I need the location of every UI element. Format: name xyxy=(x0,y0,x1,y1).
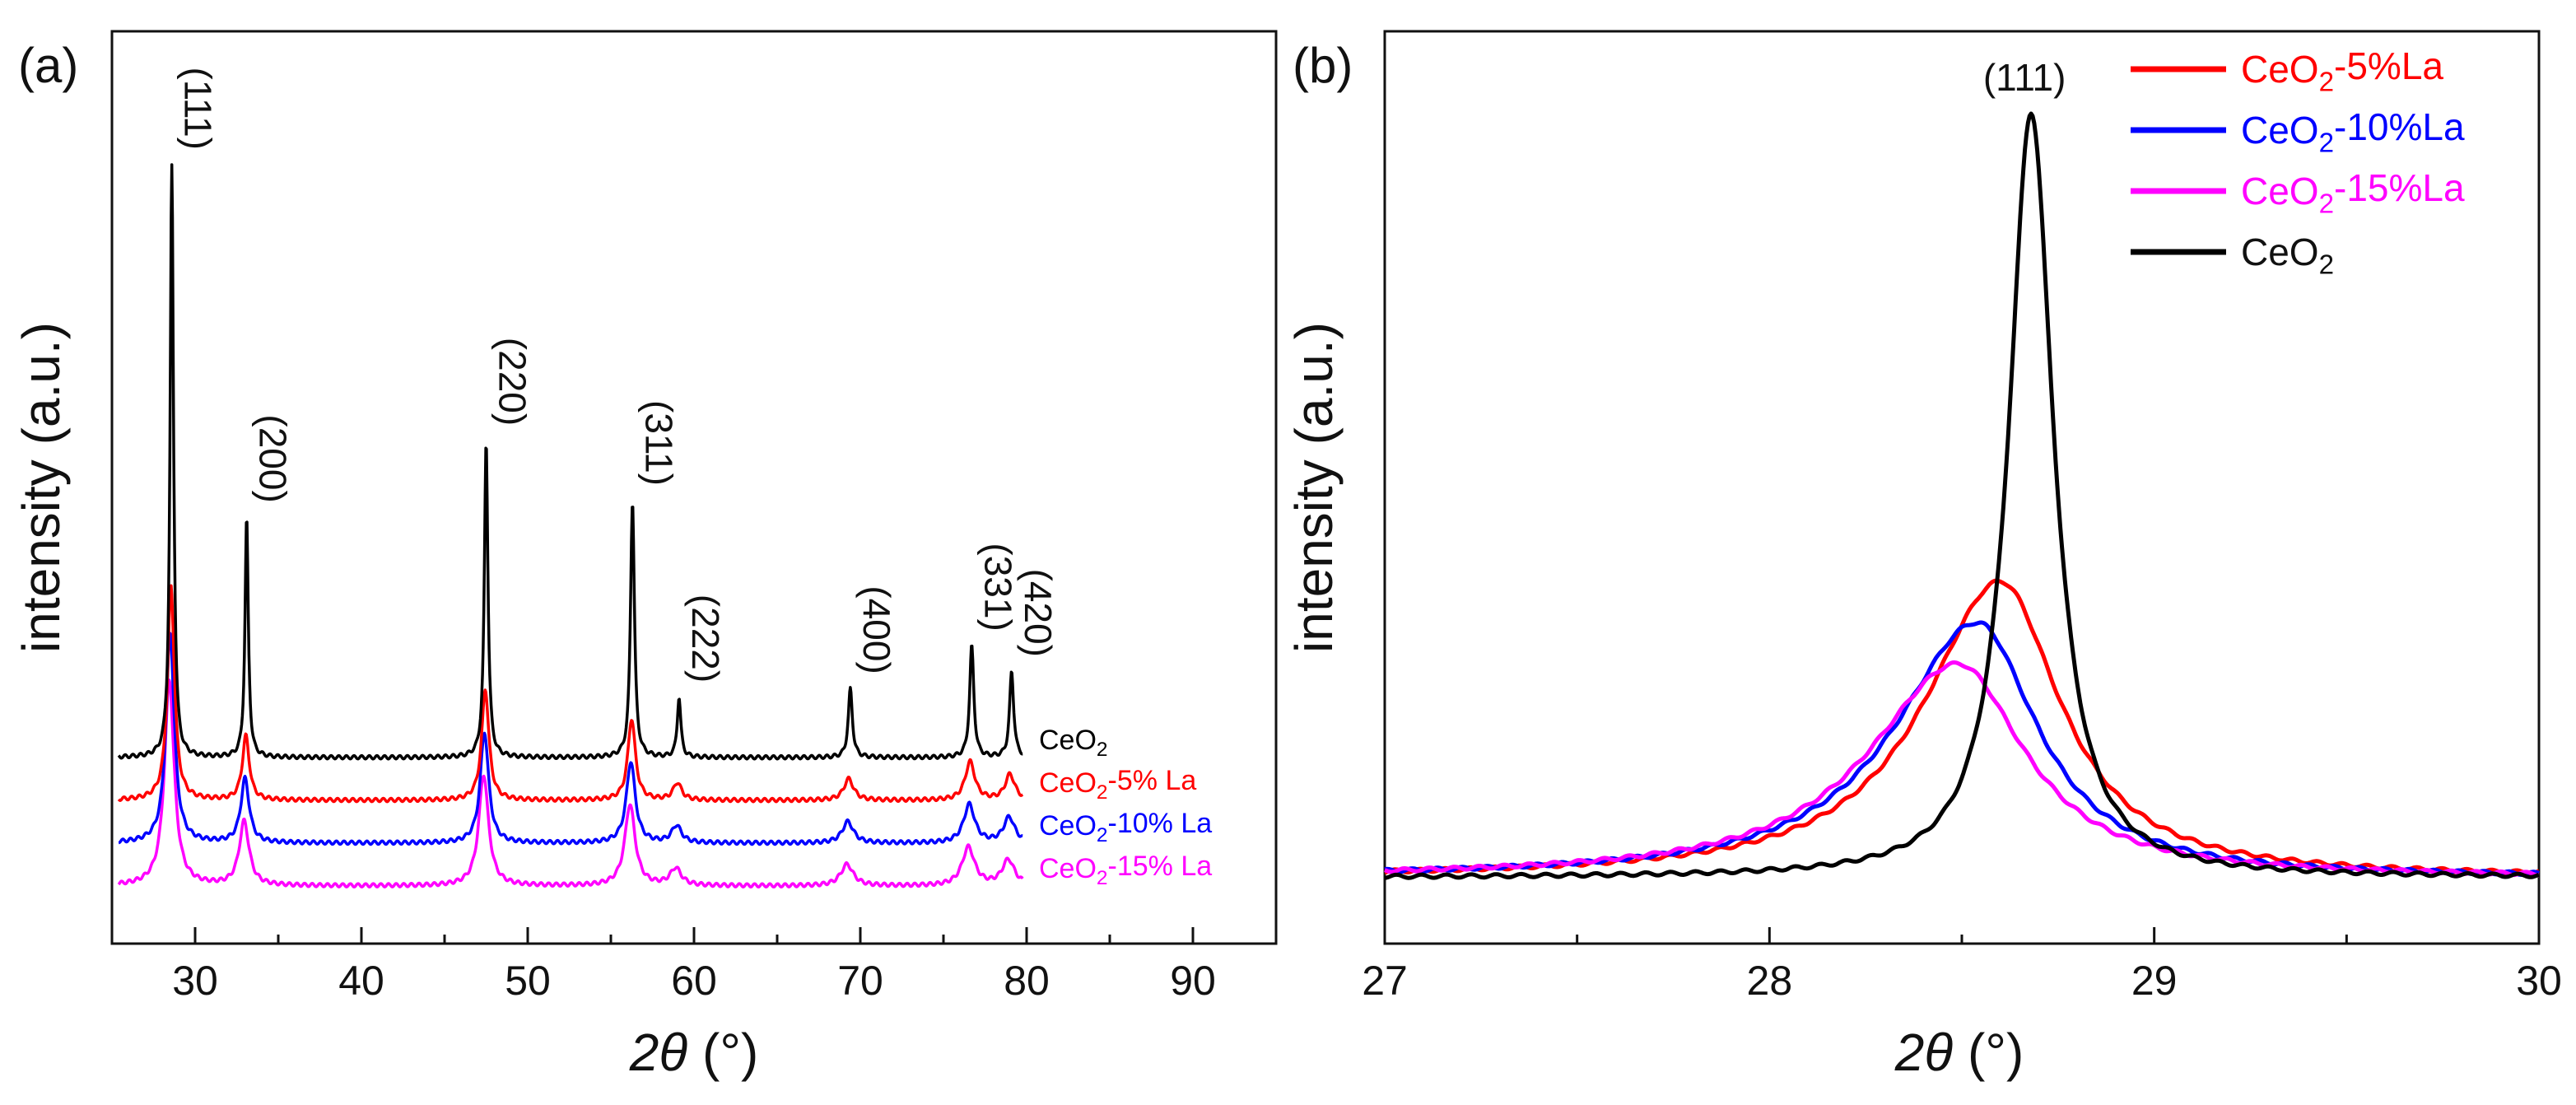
panel-b-legend: CeO2-5%La CeO2-10%La CeO2-15%La CeO2 xyxy=(2131,44,2465,281)
panel-b-peak-label: (111) xyxy=(1983,56,2066,99)
panel-a-trace-label: CeO2-5% La xyxy=(1039,765,1196,804)
panel-b-traces xyxy=(1384,111,2540,880)
panel-b-legend-label: CeO2-5%La xyxy=(2241,44,2443,98)
panel-b-x-tick-label: 30 xyxy=(2516,958,2562,1004)
panel-a-trace xyxy=(117,678,1024,889)
panel-b-x-axis-label: 2θ (°) xyxy=(1894,1023,2024,1082)
panel-a-peak-label: (200) xyxy=(252,414,295,502)
panel-b-x-tick-label: 27 xyxy=(1362,958,1408,1004)
panel-a-x-symbol: 2θ xyxy=(629,1023,688,1082)
panel-b-x-ticks: 27 28 29 30 xyxy=(1362,927,2562,1004)
panel-a-trace-label: CeO2-10% La xyxy=(1039,808,1212,846)
panel-b-legend-label: CeO2-15%La xyxy=(2241,166,2465,220)
panel-a-trace xyxy=(118,632,1024,846)
panel-a-x-tick-label: 60 xyxy=(671,958,717,1004)
panel-a-x-ticks: 30 40 50 60 70 80 90 xyxy=(172,927,1216,1004)
panel-a-x-tick-label: 90 xyxy=(1170,958,1216,1004)
panel-b-x-tick-label: 29 xyxy=(2131,958,2178,1004)
panel-a-trace-label: CeO2 xyxy=(1039,725,1108,761)
panel-a-peak-label: (331) xyxy=(976,543,1019,631)
panel-a-x-tick-label: 70 xyxy=(837,958,883,1004)
panel-a-peak-labels: (111) (200) (220) (311) (222) (400) (331)(420) xyxy=(177,67,1060,683)
panel-a-peak-label: (220) xyxy=(491,338,534,426)
panel-a-trace xyxy=(117,584,1024,804)
panel-a-x-axis-label: 2θ (°) xyxy=(629,1023,759,1082)
panel-b-x-tick-label: 28 xyxy=(1747,958,1793,1004)
panel-a-x-tick-label: 80 xyxy=(1004,958,1050,1004)
panel-b-x-unit: (°) xyxy=(1968,1023,2024,1082)
panel-b-label: (b) xyxy=(1293,38,1353,93)
panel-a-trace xyxy=(117,163,1024,761)
panel-a-peak-label: (420) xyxy=(1017,569,1060,657)
panel-a-x-unit: (°) xyxy=(702,1023,758,1082)
panel-b-y-axis-label: intensity (a.u.) xyxy=(1284,322,1344,653)
panel-b-trace xyxy=(1384,660,2540,878)
panel-a-peak-label: (311) xyxy=(637,400,680,486)
panel-b: (b) 27 28 29 30 (111) CeO2-5%LaCeO2-10%LaCe… xyxy=(1284,30,2562,1082)
panel-b-legend-label: CeO2 xyxy=(2241,231,2334,281)
panel-a-trace-label: CeO2-15% La xyxy=(1039,851,1212,889)
panel-a-label: (a) xyxy=(18,38,78,93)
panel-b-trace xyxy=(1384,111,2540,880)
panel-a-x-tick-label: 40 xyxy=(338,958,384,1004)
panel-a-peak-label: (400) xyxy=(855,585,898,674)
panel-a-x-tick-label: 50 xyxy=(505,958,551,1004)
panel-a-trace-labels: CeO2 CeO2-5% La CeO2-10% La CeO2-15% La xyxy=(1039,725,1212,889)
panel-a-y-axis-label: intensity (a.u.) xyxy=(12,322,71,653)
panel-a: (a) 30 40 50 60 70 80 90 (111)(200)(220)(311)(… xyxy=(12,30,1278,1082)
panel-b-legend-label: CeO2-10%La xyxy=(2241,105,2465,159)
panel-b-trace xyxy=(1384,620,2540,877)
panel-a-x-tick-label: 30 xyxy=(172,958,218,1004)
panel-a-peak-label: (111) xyxy=(177,67,220,150)
panel-a-peak-label: (222) xyxy=(684,594,727,683)
panel-a-traces xyxy=(117,163,1024,889)
panel-b-x-symbol: 2θ xyxy=(1894,1023,1954,1082)
